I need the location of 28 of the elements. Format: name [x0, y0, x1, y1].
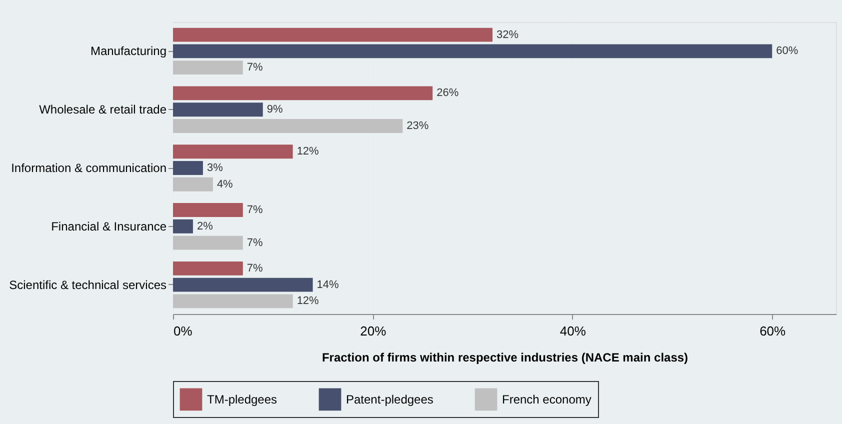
data-label: 7%: [246, 236, 264, 249]
x-axis-title: Fraction of firms within respective industries (NACE main class): [322, 350, 688, 364]
data-label: 23%: [406, 120, 429, 132]
x-tick-label: 20%: [360, 324, 387, 338]
x-tick-label: 60%: [760, 324, 786, 338]
data-label: 4%: [216, 178, 234, 190]
data-label: 32%: [496, 28, 519, 41]
data-label: 7%: [246, 62, 264, 74]
data-label: 60%: [776, 45, 798, 58]
data-label: 14%: [316, 278, 340, 291]
y-tick-label: Scientific & technical services: [9, 278, 166, 292]
y-tick-label: Financial & Insurance: [51, 219, 167, 234]
legend-label: French economy: [502, 392, 592, 406]
data-label: 26%: [436, 87, 459, 100]
legend-label: Patent-pledgees: [346, 392, 434, 406]
data-label: 12%: [296, 295, 320, 308]
y-tick-label: Information & communication: [11, 161, 166, 175]
data-label: 12%: [296, 146, 320, 158]
data-label: 7%: [246, 262, 264, 274]
data-label: 9%: [266, 104, 283, 116]
x-tick-label: 0%: [174, 324, 193, 338]
y-tick-label: Wholesale & retail trade: [39, 102, 167, 117]
data-label: 2%: [196, 220, 214, 232]
y-tick-label: Manufacturing: [90, 44, 166, 58]
data-label: 7%: [246, 204, 264, 216]
legend-label: TM-pledgees: [207, 392, 278, 406]
x-tick-label: 40%: [560, 324, 586, 338]
data-label: 3%: [206, 162, 224, 174]
